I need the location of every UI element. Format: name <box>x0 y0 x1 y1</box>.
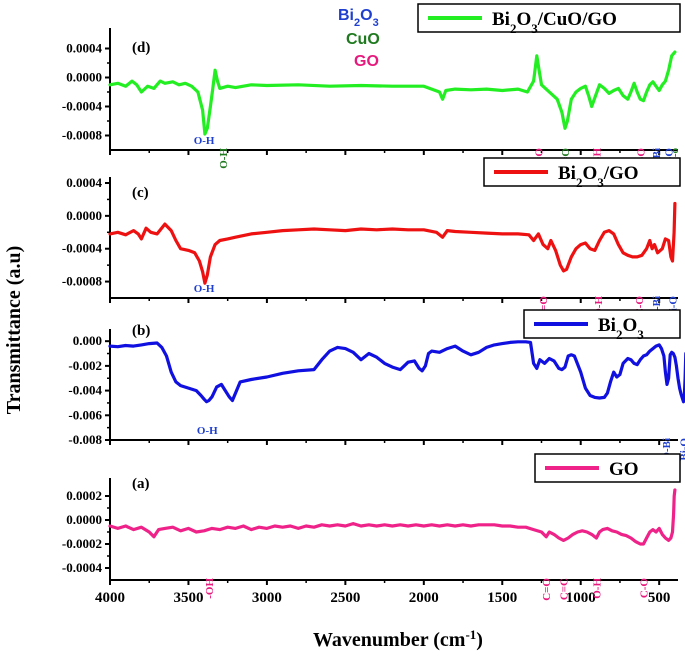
panel-letter-c: (c) <box>132 185 149 201</box>
y-tick-label: -0.0008 <box>62 274 103 289</box>
peak-label: -OH <box>204 578 216 599</box>
y-tick-label: -0.008 <box>68 432 102 447</box>
key-cuo: CuO <box>346 31 380 48</box>
legend-label-d: Bi2O3/CuO/GO <box>492 9 617 36</box>
color-key: Bi2O3 CuO GO <box>338 7 380 70</box>
panel-frames <box>109 28 678 581</box>
axis-ticks: 0.0004 0.0000 -0.0004 -0.0008 0.0004 0.0000 -0… <box>62 41 671 607</box>
legend-label-a: GO <box>609 459 639 480</box>
y-tick-label: 0.0000 <box>66 512 102 527</box>
x-tick-label: 4000 <box>95 590 125 606</box>
key-bi2o3: Bi2O3 <box>338 7 379 29</box>
y-tick-label: 0.0004 <box>66 41 102 56</box>
x-tick-label: 500 <box>648 590 671 606</box>
peak-label: O-H <box>197 425 218 437</box>
peak-label: Bi-O <box>679 438 685 461</box>
peak-label: O-H <box>194 135 215 147</box>
legend-box-d <box>417 3 681 33</box>
spectrum-line-a <box>108 488 677 546</box>
legend-label-b: Bi2O3 <box>598 315 644 342</box>
spectrum-line-d <box>108 50 677 136</box>
x-tick-label: 2500 <box>330 590 360 606</box>
y-tick-label: -0.0004 <box>62 560 103 575</box>
y-tick-label: -0.0002 <box>62 536 102 551</box>
peak-label: C=C <box>559 578 571 600</box>
peak-label: C=O <box>541 578 553 601</box>
y-tick-label: -0.004 <box>68 383 102 398</box>
x-axis-title: Wavenumber (cm-1) <box>313 627 483 652</box>
y-tick-label: 0.0000 <box>66 208 102 223</box>
y-tick-label: -0.0004 <box>62 99 103 114</box>
y-tick-label: -0.006 <box>68 407 102 422</box>
legends: (d) Bi2O3/CuO/GO (c) Bi2O3/GO (b) Bi2O3 (a) GO <box>132 3 681 492</box>
x-tick-label: 1500 <box>487 590 517 606</box>
y-tick-label: -0.002 <box>68 358 102 373</box>
peak-label: C-O <box>639 578 651 599</box>
x-tick-label: 3500 <box>173 590 203 606</box>
peak-label: O-H <box>218 148 230 169</box>
y-axis-title: Transmittance (a.u) <box>3 246 25 415</box>
panel-letter-a: (a) <box>132 476 150 492</box>
y-tick-label: -0.0004 <box>62 241 103 256</box>
x-tick-label: 3000 <box>252 590 282 606</box>
y-tick-label: 0.0004 <box>66 175 102 190</box>
panel-letter-d: (d) <box>132 40 150 56</box>
spectrum-line-c <box>108 201 677 285</box>
spectra-curves <box>108 50 685 546</box>
panel-letter-b: (b) <box>132 323 150 339</box>
peak-label: O-H <box>194 283 215 295</box>
legend-label-c: Bi2O3/GO <box>558 163 639 190</box>
spectrum-line-b <box>108 340 685 404</box>
key-go: GO <box>354 53 379 70</box>
peak-label: O-H <box>591 578 603 599</box>
y-tick-label: 0.0000 <box>66 70 102 85</box>
y-tick-label: -0.0008 <box>62 128 103 143</box>
x-tick-label: 1000 <box>566 590 596 606</box>
y-tick-label: 0.000 <box>73 333 102 348</box>
x-tick-label: 2000 <box>409 590 439 606</box>
y-tick-label: 0.0002 <box>66 488 102 503</box>
